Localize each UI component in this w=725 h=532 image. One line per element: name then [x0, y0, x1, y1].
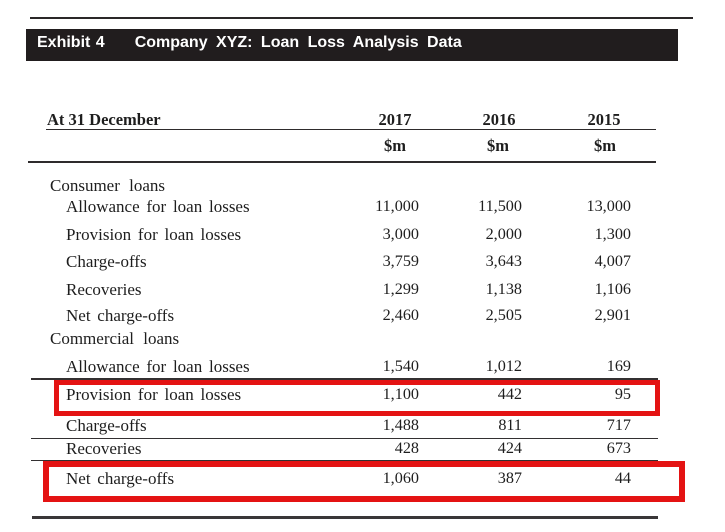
value-2016: 3,643: [485, 252, 522, 270]
value-2015: 95: [614, 385, 631, 403]
section-label: Commercial loans: [50, 329, 180, 348]
value-2017: 3,000: [382, 225, 419, 243]
table-row-commercial-netchargeoffs: Net charge-offs 1,060 387 44: [0, 470, 725, 492]
column-header-2017: 2017: [378, 110, 412, 129]
value-2015: 1,106: [594, 280, 631, 298]
header-rule: [46, 128, 656, 131]
value-2016: 11,500: [478, 197, 522, 215]
value-2015: 169: [606, 357, 631, 375]
unit-label-2016: $m: [487, 136, 509, 155]
row-label: Provision for loan losses: [66, 225, 242, 244]
value-2015: 1,300: [594, 225, 631, 243]
exhibit-header-bar: Exhibit 4 Company XYZ: Loan Loss Analysi…: [26, 29, 678, 61]
value-2017: 1,488: [382, 416, 419, 434]
section-row-commercial-loans: Commercial loans: [0, 330, 725, 352]
value-2016: 2,000: [485, 225, 522, 243]
value-2017: 11,000: [375, 197, 419, 215]
value-2016: 1,012: [485, 357, 522, 375]
row-label: Recoveries: [66, 439, 142, 458]
table-row-commercial-recoveries: Recoveries 428 424 673: [0, 440, 725, 462]
value-2017: 1,299: [382, 280, 419, 298]
row-rule: [31, 459, 658, 462]
value-2015: 673: [606, 439, 631, 457]
highlight-box-provision: [54, 380, 660, 416]
column-header-date: At 31 December: [47, 110, 161, 129]
column-header-2015: 2015: [587, 110, 621, 129]
value-2017: 2,460: [382, 306, 419, 324]
table-row-commercial-provision: Provision for loan losses 1,100 442 95: [0, 386, 725, 408]
value-2016: 387: [497, 469, 522, 487]
value-2015: 717: [606, 416, 631, 434]
table-row-consumer-provision: Provision for loan losses 3,000 2,000 1,…: [0, 226, 725, 248]
value-2016: 811: [498, 416, 522, 434]
value-2015: 4,007: [594, 252, 631, 270]
row-label: Allowance for loan losses: [66, 197, 250, 216]
value-2017: 3,759: [382, 252, 419, 270]
row-label: Net charge-offs: [66, 469, 175, 488]
section-row-consumer-loans: Consumer loans: [0, 177, 725, 199]
unit-label-2017: $m: [384, 136, 406, 155]
value-2015: 13,000: [586, 197, 631, 215]
highlight-box-net-chargeoffs: [43, 461, 685, 502]
value-2017: 1,060: [382, 469, 419, 487]
unit-label-2015: $m: [594, 136, 616, 155]
value-2016: 442: [497, 385, 522, 403]
subheader-rule: [28, 160, 656, 164]
row-label: Net charge-offs: [66, 306, 175, 325]
column-header-2016: 2016: [482, 110, 516, 129]
section-label: Consumer loans: [50, 176, 166, 195]
table-row-consumer-allowance: Allowance for loan losses 11,000 11,500 …: [0, 198, 725, 220]
row-label: Charge-offs: [66, 252, 147, 271]
bottom-rule: [32, 516, 658, 519]
exhibit-number: Exhibit 4: [37, 34, 105, 51]
row-label: Recoveries: [66, 280, 142, 299]
table-row-commercial-allowance: Allowance for loan losses 1,540 1,012 16…: [0, 358, 725, 380]
row-label: Allowance for loan losses: [66, 357, 250, 376]
value-2015: 2,901: [594, 306, 631, 324]
value-2016: 1,138: [485, 280, 522, 298]
value-2016: 424: [497, 439, 522, 457]
top-rule: [30, 16, 693, 20]
value-2017: 428: [394, 439, 419, 457]
row-label: Charge-offs: [66, 416, 147, 435]
exhibit-title: Company XYZ: Loan Loss Analysis Data: [134, 34, 462, 51]
row-label: Provision for loan losses: [66, 385, 242, 404]
table-row-commercial-chargeoffs: Charge-offs 1,488 811 717: [0, 417, 725, 439]
value-2015: 44: [614, 469, 631, 487]
table-row-consumer-netchargeoffs: Net charge-offs 2,460 2,505 2,901: [0, 307, 725, 329]
value-2016: 2,505: [485, 306, 522, 324]
value-2017: 1,100: [382, 385, 419, 403]
value-2017: 1,540: [382, 357, 419, 375]
table-row-consumer-chargeoffs: Charge-offs 3,759 3,643 4,007: [0, 253, 725, 275]
table-row-consumer-recoveries: Recoveries 1,299 1,138 1,106: [0, 281, 725, 303]
row-rule: [31, 378, 658, 380]
row-rule: [31, 437, 658, 440]
